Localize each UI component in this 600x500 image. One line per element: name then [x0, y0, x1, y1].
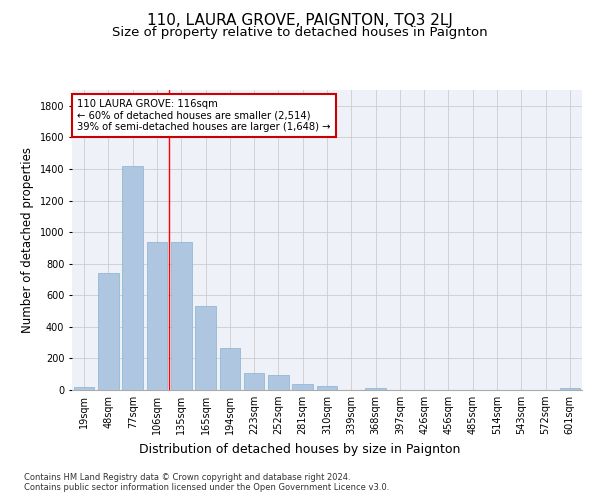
Bar	[98, 273, 119, 390]
Text: Distribution of detached houses by size in Paignton: Distribution of detached houses by size …	[139, 442, 461, 456]
Bar	[560, 388, 580, 390]
Bar	[74, 387, 94, 390]
Bar	[220, 348, 240, 390]
Text: Size of property relative to detached houses in Paignton: Size of property relative to detached ho…	[112, 26, 488, 39]
Bar	[365, 388, 386, 390]
Bar	[122, 166, 143, 390]
Text: 110 LAURA GROVE: 116sqm
← 60% of detached houses are smaller (2,514)
39% of semi: 110 LAURA GROVE: 116sqm ← 60% of detache…	[77, 99, 331, 132]
Bar	[171, 242, 191, 390]
Text: Contains HM Land Registry data © Crown copyright and database right 2024.: Contains HM Land Registry data © Crown c…	[24, 472, 350, 482]
Bar	[146, 242, 167, 390]
Bar	[244, 374, 265, 390]
Bar	[268, 376, 289, 390]
Bar	[292, 384, 313, 390]
Bar	[195, 306, 216, 390]
Y-axis label: Number of detached properties: Number of detached properties	[21, 147, 34, 333]
Text: Contains public sector information licensed under the Open Government Licence v3: Contains public sector information licen…	[24, 482, 389, 492]
Text: 110, LAURA GROVE, PAIGNTON, TQ3 2LJ: 110, LAURA GROVE, PAIGNTON, TQ3 2LJ	[147, 12, 453, 28]
Bar	[317, 386, 337, 390]
